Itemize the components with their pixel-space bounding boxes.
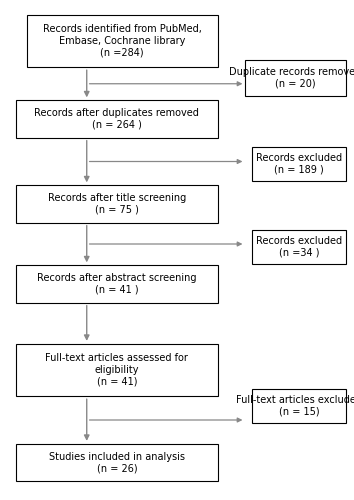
FancyBboxPatch shape <box>252 147 346 181</box>
FancyBboxPatch shape <box>16 344 218 396</box>
Text: Full-text articles excluded
(n = 15): Full-text articles excluded (n = 15) <box>236 395 354 417</box>
FancyBboxPatch shape <box>252 389 346 423</box>
FancyBboxPatch shape <box>16 444 218 481</box>
Text: Records identified from PubMed,
Embase, Cochrane library
(n =284): Records identified from PubMed, Embase, … <box>43 24 201 58</box>
Text: Duplicate records removed
(n = 20): Duplicate records removed (n = 20) <box>229 66 354 88</box>
Text: Records excluded
(n = 189 ): Records excluded (n = 189 ) <box>256 153 342 175</box>
Text: Records after duplicates removed
(n = 264 ): Records after duplicates removed (n = 26… <box>34 108 199 130</box>
FancyBboxPatch shape <box>16 265 218 302</box>
FancyBboxPatch shape <box>245 60 346 96</box>
FancyBboxPatch shape <box>27 14 218 67</box>
FancyBboxPatch shape <box>252 230 346 264</box>
Text: Studies included in analysis
(n = 26): Studies included in analysis (n = 26) <box>49 452 185 473</box>
Text: Full-text articles assessed for
eligibility
(n = 41): Full-text articles assessed for eligibil… <box>45 354 188 386</box>
FancyBboxPatch shape <box>16 185 218 223</box>
Text: Records after title screening
(n = 75 ): Records after title screening (n = 75 ) <box>48 193 186 215</box>
FancyBboxPatch shape <box>16 100 218 138</box>
Text: Records excluded
(n =34 ): Records excluded (n =34 ) <box>256 236 342 258</box>
Text: Records after abstract screening
(n = 41 ): Records after abstract screening (n = 41… <box>37 273 196 295</box>
